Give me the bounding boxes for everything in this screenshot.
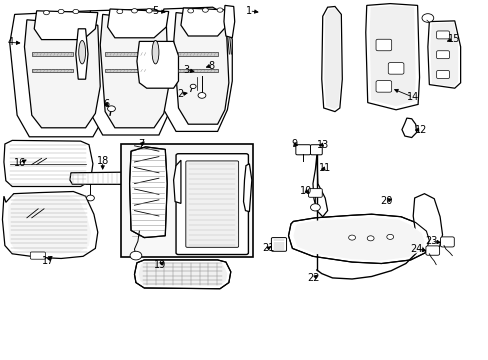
Polygon shape bbox=[107, 9, 168, 38]
Circle shape bbox=[146, 9, 152, 13]
Ellipse shape bbox=[152, 40, 159, 64]
Text: 23: 23 bbox=[424, 236, 437, 246]
Text: 19: 19 bbox=[154, 260, 166, 270]
Polygon shape bbox=[139, 262, 227, 286]
Text: 9: 9 bbox=[291, 139, 297, 149]
Text: 18: 18 bbox=[96, 156, 109, 166]
FancyBboxPatch shape bbox=[185, 161, 238, 247]
Polygon shape bbox=[105, 69, 146, 72]
Polygon shape bbox=[243, 164, 251, 212]
Polygon shape bbox=[137, 41, 178, 88]
Circle shape bbox=[190, 84, 196, 89]
Text: 13: 13 bbox=[316, 140, 328, 150]
Circle shape bbox=[117, 9, 122, 14]
Circle shape bbox=[310, 204, 320, 211]
Polygon shape bbox=[4, 140, 93, 186]
Polygon shape bbox=[134, 260, 230, 289]
Circle shape bbox=[348, 235, 355, 240]
Polygon shape bbox=[173, 13, 228, 124]
FancyBboxPatch shape bbox=[436, 31, 448, 39]
Polygon shape bbox=[76, 29, 88, 79]
Polygon shape bbox=[293, 217, 424, 261]
Polygon shape bbox=[2, 192, 98, 258]
Text: 15: 15 bbox=[447, 34, 459, 44]
Polygon shape bbox=[24, 20, 100, 128]
Text: 14: 14 bbox=[406, 92, 419, 102]
Polygon shape bbox=[369, 6, 415, 106]
Polygon shape bbox=[321, 6, 342, 112]
Text: 10: 10 bbox=[299, 186, 311, 196]
FancyBboxPatch shape bbox=[375, 39, 391, 51]
Text: 21: 21 bbox=[261, 243, 274, 253]
Circle shape bbox=[421, 14, 433, 22]
Circle shape bbox=[386, 234, 393, 239]
Polygon shape bbox=[173, 160, 181, 203]
Text: 17: 17 bbox=[41, 256, 54, 266]
Circle shape bbox=[366, 236, 373, 241]
Circle shape bbox=[107, 106, 115, 112]
Polygon shape bbox=[34, 11, 98, 40]
Circle shape bbox=[131, 9, 137, 13]
Text: 22: 22 bbox=[307, 273, 320, 283]
Circle shape bbox=[58, 9, 64, 14]
FancyBboxPatch shape bbox=[176, 154, 248, 255]
Polygon shape bbox=[324, 8, 340, 109]
Circle shape bbox=[202, 8, 208, 12]
FancyBboxPatch shape bbox=[440, 237, 453, 247]
Text: 12: 12 bbox=[414, 125, 427, 135]
Polygon shape bbox=[429, 23, 457, 86]
Circle shape bbox=[198, 93, 205, 98]
Polygon shape bbox=[365, 4, 419, 110]
FancyBboxPatch shape bbox=[425, 246, 439, 255]
Circle shape bbox=[86, 195, 94, 201]
FancyBboxPatch shape bbox=[436, 71, 448, 78]
Text: 7: 7 bbox=[139, 139, 144, 149]
Text: 1: 1 bbox=[246, 6, 252, 16]
Polygon shape bbox=[129, 147, 167, 238]
Circle shape bbox=[43, 10, 49, 15]
Polygon shape bbox=[427, 21, 460, 88]
Polygon shape bbox=[105, 52, 146, 56]
FancyBboxPatch shape bbox=[436, 51, 448, 59]
Text: 8: 8 bbox=[208, 60, 214, 71]
Polygon shape bbox=[8, 196, 91, 254]
Polygon shape bbox=[412, 194, 442, 253]
Circle shape bbox=[73, 9, 79, 14]
Polygon shape bbox=[401, 118, 416, 138]
Polygon shape bbox=[32, 69, 73, 72]
Polygon shape bbox=[159, 7, 232, 131]
FancyBboxPatch shape bbox=[295, 145, 310, 155]
Text: 24: 24 bbox=[409, 244, 422, 254]
Polygon shape bbox=[85, 9, 173, 135]
FancyBboxPatch shape bbox=[308, 189, 322, 197]
Polygon shape bbox=[224, 5, 234, 38]
Text: 11: 11 bbox=[318, 163, 331, 174]
Polygon shape bbox=[10, 11, 107, 137]
Circle shape bbox=[217, 8, 223, 12]
Polygon shape bbox=[181, 8, 229, 36]
FancyBboxPatch shape bbox=[375, 81, 391, 92]
FancyBboxPatch shape bbox=[310, 145, 322, 155]
Text: 2: 2 bbox=[177, 89, 183, 99]
Text: 4: 4 bbox=[8, 37, 14, 48]
Bar bbox=[121, 144, 253, 257]
Polygon shape bbox=[178, 52, 217, 56]
Polygon shape bbox=[70, 172, 132, 184]
Polygon shape bbox=[312, 155, 327, 217]
Text: 5: 5 bbox=[152, 6, 158, 16]
Text: 6: 6 bbox=[103, 99, 109, 109]
Circle shape bbox=[130, 251, 142, 260]
Text: 20: 20 bbox=[379, 196, 392, 206]
FancyBboxPatch shape bbox=[387, 63, 403, 74]
Polygon shape bbox=[32, 52, 73, 56]
Polygon shape bbox=[178, 69, 217, 72]
Text: 3: 3 bbox=[183, 65, 189, 75]
FancyBboxPatch shape bbox=[30, 252, 45, 259]
Polygon shape bbox=[100, 14, 168, 128]
Ellipse shape bbox=[79, 40, 85, 64]
Text: 16: 16 bbox=[14, 158, 27, 168]
Circle shape bbox=[187, 9, 193, 13]
FancyBboxPatch shape bbox=[271, 238, 286, 251]
Polygon shape bbox=[288, 214, 428, 264]
